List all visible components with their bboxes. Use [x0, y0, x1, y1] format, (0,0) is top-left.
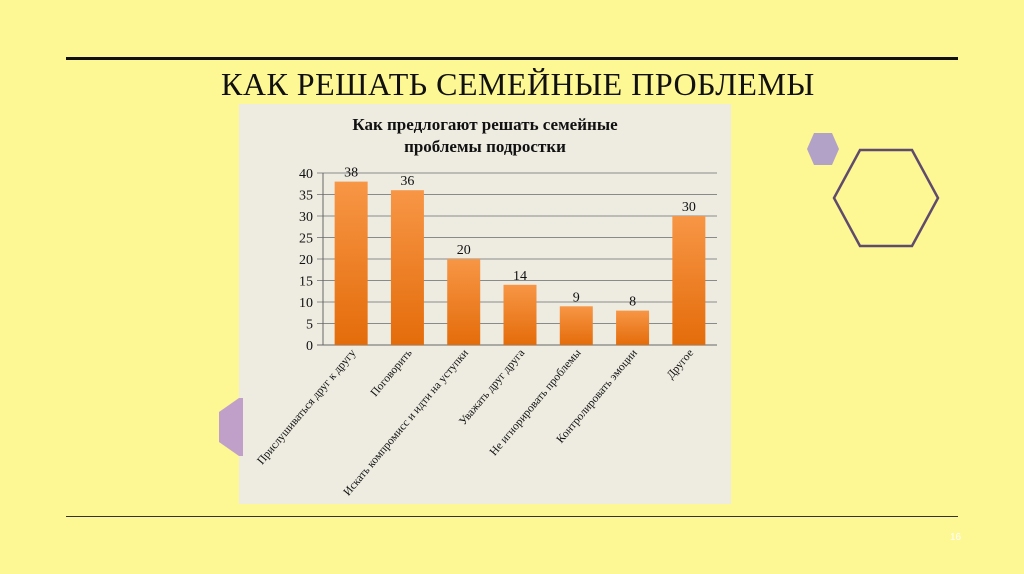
data-label: 30 [682, 200, 696, 215]
x-category-label: Не игнорировать проблемы [488, 347, 584, 458]
bar [559, 306, 593, 345]
data-label: 9 [573, 290, 580, 305]
top-rule [66, 57, 958, 60]
slide-number: 16 [950, 532, 962, 543]
x-category-label: Искать компромисс и идти на уступки [342, 347, 471, 498]
data-label: 14 [513, 269, 527, 284]
x-category-label: Прислушиваться друг к другу [255, 347, 358, 467]
y-tick-label: 15 [299, 275, 313, 290]
bar [503, 284, 537, 345]
chart-title-line-2: проблемы подростки [404, 137, 566, 156]
bar [616, 310, 650, 345]
bar-chart: 0 5 10 15 20 25 30 35 40 38 Прислушиваться друг к … [255, 166, 717, 498]
bottom-rule [66, 516, 958, 517]
bar [390, 190, 424, 345]
x-category-label: Поговорить [369, 347, 415, 399]
bar [447, 259, 481, 345]
y-tick-label: 20 [299, 253, 313, 268]
side-hexagon-decoration [219, 398, 243, 456]
y-tick-label: 5 [306, 318, 313, 333]
data-label: 38 [344, 166, 358, 181]
data-label: 8 [629, 295, 636, 310]
x-category-label: Другое [665, 347, 696, 381]
y-tick-label: 10 [299, 296, 313, 311]
bar [672, 216, 706, 345]
large-hexagon-outline-decoration [832, 148, 940, 248]
y-tick-label: 30 [299, 210, 313, 225]
bar [334, 181, 368, 345]
y-tick-label: 25 [299, 232, 313, 247]
chart-title-line-1: Как предлогают решать семейные [352, 115, 618, 134]
data-label: 36 [400, 174, 414, 189]
slide-title: КАК РЕШАТЬ СЕМЕЙНЫЕ ПРОБЛЕМЫ [221, 66, 815, 102]
chart-panel: Как предлогают решать семейные проблемы … [239, 104, 731, 504]
data-label: 20 [457, 243, 471, 258]
chart-title: Как предлогают решать семейные проблемы … [239, 114, 731, 158]
y-tick-label: 40 [299, 167, 313, 182]
y-tick-label: 0 [306, 339, 313, 354]
y-tick-label: 35 [299, 189, 313, 204]
small-hexagon-decoration [807, 133, 839, 165]
